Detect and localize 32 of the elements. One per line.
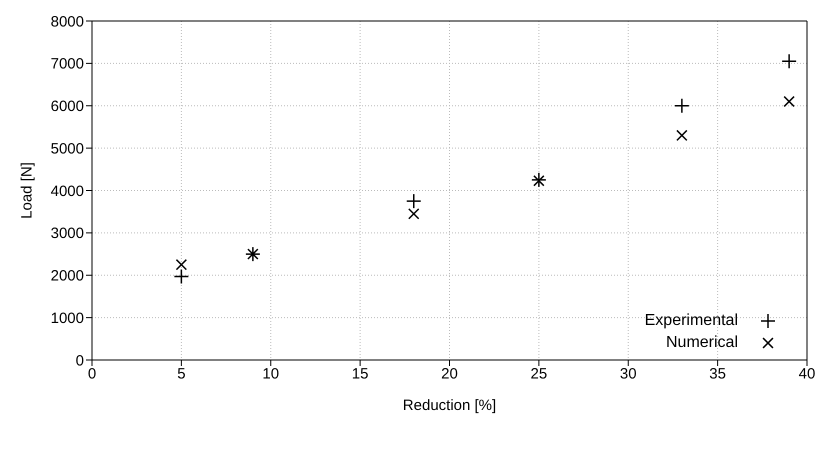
point [174,268,190,284]
y-tick-label: 0 [76,352,84,370]
x-tick-label: 20 [441,366,458,383]
x-axis-title: Reduction [%] [402,397,496,414]
x-tick-label: 35 [709,366,726,383]
point [531,172,547,188]
point [783,96,795,108]
point [533,175,545,186]
y-tick-label: 5000 [50,140,84,158]
y-tick-label: 2000 [50,268,84,285]
point [176,258,188,270]
y-tick-label: 1000 [50,310,84,327]
x-tick-label: 0 [88,366,96,383]
x-tick-label: 5 [177,366,186,383]
x-tick-label: 25 [530,366,548,383]
x-tick-label: 30 [620,366,637,383]
y-tick-label: 6000 [50,98,84,116]
y-tick-label: 8000 [50,13,84,30]
y-axis-title: Load [N] [18,162,36,219]
point [676,130,688,142]
x-tick-label: 15 [352,366,368,383]
point [674,98,690,114]
y-tick-label: 7000 [50,56,84,73]
x-tick-label: 40 [798,366,816,383]
y-tick-label: 4000 [50,182,84,200]
point [406,193,422,209]
x-tick-label: 10 [262,366,280,383]
legend-label: Experimental [644,312,738,330]
point [408,208,420,220]
point [781,54,797,70]
y-tick-label: 3000 [50,225,84,242]
legend-label: Numerical [666,334,738,352]
